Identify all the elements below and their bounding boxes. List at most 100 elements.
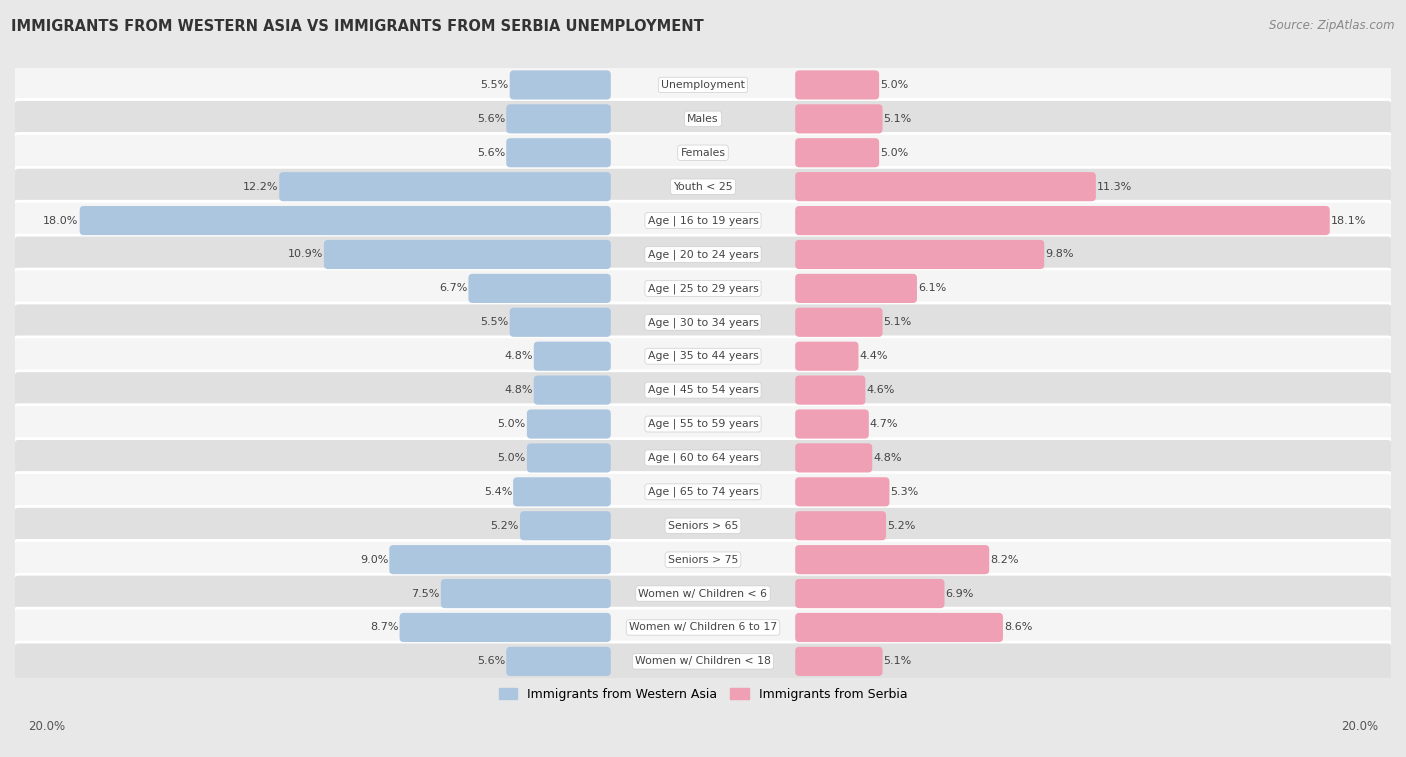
FancyBboxPatch shape [280,172,610,201]
FancyBboxPatch shape [13,167,1393,206]
Text: 4.8%: 4.8% [505,385,533,395]
FancyBboxPatch shape [13,575,1393,613]
FancyBboxPatch shape [506,646,610,676]
Text: Age | 30 to 34 years: Age | 30 to 34 years [648,317,758,328]
FancyBboxPatch shape [389,545,610,575]
FancyBboxPatch shape [520,511,610,540]
FancyBboxPatch shape [796,511,886,540]
Text: Age | 35 to 44 years: Age | 35 to 44 years [648,351,758,361]
Text: 8.2%: 8.2% [990,555,1019,565]
Text: 9.8%: 9.8% [1045,250,1074,260]
Text: 5.6%: 5.6% [477,656,505,666]
FancyBboxPatch shape [796,240,1045,269]
Text: 7.5%: 7.5% [412,589,440,599]
Text: Age | 16 to 19 years: Age | 16 to 19 years [648,215,758,226]
Text: 5.1%: 5.1% [883,114,912,124]
Text: Age | 45 to 54 years: Age | 45 to 54 years [648,385,758,395]
Legend: Immigrants from Western Asia, Immigrants from Serbia: Immigrants from Western Asia, Immigrants… [494,683,912,706]
FancyBboxPatch shape [13,608,1393,646]
FancyBboxPatch shape [796,613,1002,642]
FancyBboxPatch shape [534,341,610,371]
FancyBboxPatch shape [13,438,1393,477]
Text: 5.0%: 5.0% [880,148,908,157]
FancyBboxPatch shape [13,337,1393,375]
Text: 6.7%: 6.7% [439,283,467,294]
FancyBboxPatch shape [441,579,610,608]
FancyBboxPatch shape [13,201,1393,240]
Text: 6.1%: 6.1% [918,283,946,294]
FancyBboxPatch shape [13,269,1393,308]
Text: 4.8%: 4.8% [873,453,901,463]
FancyBboxPatch shape [796,646,883,676]
FancyBboxPatch shape [13,540,1393,579]
Text: Youth < 25: Youth < 25 [673,182,733,192]
FancyBboxPatch shape [13,133,1393,172]
FancyBboxPatch shape [13,642,1393,681]
FancyBboxPatch shape [796,545,990,575]
FancyBboxPatch shape [399,613,610,642]
FancyBboxPatch shape [796,274,917,303]
FancyBboxPatch shape [796,410,869,438]
Text: Males: Males [688,114,718,124]
Text: 5.2%: 5.2% [887,521,915,531]
FancyBboxPatch shape [513,477,610,506]
Text: Women w/ Children < 6: Women w/ Children < 6 [638,589,768,599]
FancyBboxPatch shape [796,444,872,472]
Text: Women w/ Children 6 to 17: Women w/ Children 6 to 17 [628,622,778,633]
FancyBboxPatch shape [13,99,1393,139]
Text: Age | 65 to 74 years: Age | 65 to 74 years [648,487,758,497]
Text: 18.0%: 18.0% [44,216,79,226]
Text: Age | 20 to 24 years: Age | 20 to 24 years [648,249,758,260]
Text: 5.6%: 5.6% [477,114,505,124]
FancyBboxPatch shape [509,308,610,337]
Text: 5.5%: 5.5% [481,80,509,90]
FancyBboxPatch shape [796,375,865,405]
Text: 5.1%: 5.1% [883,656,912,666]
FancyBboxPatch shape [509,70,610,99]
Text: Age | 55 to 59 years: Age | 55 to 59 years [648,419,758,429]
FancyBboxPatch shape [13,405,1393,444]
Text: 12.2%: 12.2% [243,182,278,192]
FancyBboxPatch shape [527,410,610,438]
Text: 5.5%: 5.5% [481,317,509,327]
Text: 5.2%: 5.2% [491,521,519,531]
Text: 8.7%: 8.7% [370,622,398,633]
Text: Unemployment: Unemployment [661,80,745,90]
FancyBboxPatch shape [323,240,610,269]
Text: Females: Females [681,148,725,157]
Text: 4.6%: 4.6% [866,385,894,395]
Text: 4.4%: 4.4% [859,351,889,361]
FancyBboxPatch shape [506,104,610,133]
Text: 5.0%: 5.0% [498,419,526,429]
FancyBboxPatch shape [13,235,1393,274]
Text: Age | 60 to 64 years: Age | 60 to 64 years [648,453,758,463]
FancyBboxPatch shape [796,139,879,167]
FancyBboxPatch shape [796,206,1330,235]
Text: 10.9%: 10.9% [287,250,323,260]
FancyBboxPatch shape [796,477,890,506]
Text: 20.0%: 20.0% [28,720,65,734]
FancyBboxPatch shape [13,472,1393,511]
FancyBboxPatch shape [506,139,610,167]
Text: Age | 25 to 29 years: Age | 25 to 29 years [648,283,758,294]
Text: Seniors > 65: Seniors > 65 [668,521,738,531]
Text: 5.3%: 5.3% [890,487,918,497]
Text: IMMIGRANTS FROM WESTERN ASIA VS IMMIGRANTS FROM SERBIA UNEMPLOYMENT: IMMIGRANTS FROM WESTERN ASIA VS IMMIGRAN… [11,19,704,34]
FancyBboxPatch shape [13,506,1393,545]
Text: 5.1%: 5.1% [883,317,912,327]
FancyBboxPatch shape [527,444,610,472]
Text: 9.0%: 9.0% [360,555,388,565]
FancyBboxPatch shape [796,104,883,133]
FancyBboxPatch shape [796,172,1095,201]
Text: 5.0%: 5.0% [498,453,526,463]
FancyBboxPatch shape [80,206,610,235]
FancyBboxPatch shape [468,274,610,303]
Text: 5.0%: 5.0% [880,80,908,90]
Text: 5.4%: 5.4% [484,487,512,497]
Text: 4.8%: 4.8% [505,351,533,361]
Text: Women w/ Children < 18: Women w/ Children < 18 [636,656,770,666]
FancyBboxPatch shape [534,375,610,405]
FancyBboxPatch shape [796,341,859,371]
FancyBboxPatch shape [796,308,883,337]
Text: 5.6%: 5.6% [477,148,505,157]
